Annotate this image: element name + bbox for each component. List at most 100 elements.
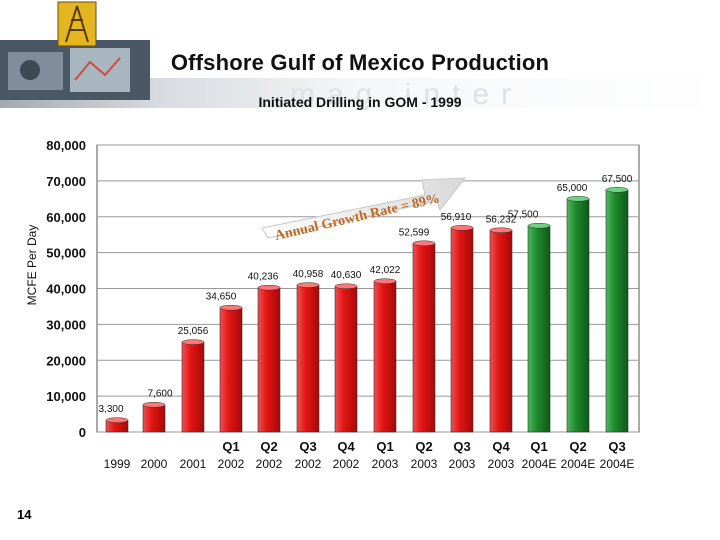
bars [105, 187, 629, 433]
data-label: 56,232 [486, 214, 517, 225]
bar-body [257, 287, 281, 433]
x-quarter-label: Q2 [260, 439, 277, 454]
data-label: 65,000 [557, 183, 588, 194]
x-year-label: 2004E [600, 457, 635, 471]
header-banner: mag inter [0, 1, 720, 111]
banner-photo [0, 40, 150, 100]
y-tick-label: 30,000 [46, 317, 86, 332]
bar-top [219, 304, 243, 311]
data-label: 40,958 [293, 269, 324, 280]
bar-top [566, 196, 590, 202]
bar [181, 339, 205, 433]
bar [489, 227, 513, 433]
bar-body [296, 284, 320, 433]
x-year-label: 2002 [218, 457, 245, 471]
data-label: 57,500 [508, 210, 539, 221]
bar-top [105, 417, 129, 423]
bar-top [296, 282, 320, 288]
bar-body [412, 243, 436, 433]
x-quarter-label: Q4 [492, 439, 510, 454]
bar [257, 284, 281, 433]
x-year-label: 2003 [488, 457, 515, 471]
data-label: 67,500 [602, 174, 633, 185]
data-labels: 3,300 7,600 25,056 34,650 40,236 40,958 40,630… [98, 174, 632, 415]
page-number: 14 [17, 507, 32, 522]
x-year-label: 2002 [333, 457, 360, 471]
x-year-label: 2002 [295, 457, 322, 471]
bar [412, 240, 436, 433]
bar-top [257, 284, 281, 291]
bar-top [334, 283, 358, 289]
x-year-label: 2003 [449, 457, 476, 471]
data-label: 34,650 [206, 292, 237, 303]
bar [142, 401, 166, 433]
y-tick-label: 20,000 [46, 353, 86, 368]
y-tick-label: 60,000 [46, 210, 86, 225]
data-label: 7,600 [147, 389, 172, 400]
bar-body [450, 227, 474, 433]
bar [373, 278, 397, 433]
x-year-label: 2003 [372, 457, 399, 471]
page-title: Offshore Gulf of Mexico Production [170, 50, 550, 75]
y-axis: 0 10,000 20,000 30,000 40,000 50,000 60,000 70,… [46, 138, 86, 440]
bar-body [373, 280, 397, 433]
bar-top [527, 222, 551, 229]
y-tick-label: 80,000 [46, 138, 86, 153]
y-axis-label: MCFE Per Day [25, 225, 39, 306]
x-quarter-label: Q4 [337, 439, 355, 454]
bar [527, 222, 551, 433]
data-label: 3,300 [98, 404, 123, 415]
x-year-label: 2000 [141, 457, 168, 471]
growth-rate-arrow [261, 177, 467, 239]
y-tick-label: 40,000 [46, 282, 86, 297]
company-logo [57, 1, 97, 47]
data-label: 40,236 [248, 272, 279, 283]
x-year-label: 2001 [180, 457, 207, 471]
y-tick-label: 10,000 [46, 389, 86, 404]
bar-body [489, 229, 513, 433]
bar-top [412, 240, 436, 247]
bar-top [181, 339, 205, 345]
bar-body [566, 198, 590, 433]
bar [105, 417, 129, 433]
banner-watermark: mag inter [290, 78, 523, 111]
bar [219, 304, 243, 433]
bar-top [373, 278, 397, 284]
data-label: 42,022 [370, 265, 401, 276]
bar-top [142, 401, 166, 408]
y-tick-label: 50,000 [46, 246, 86, 261]
x-year-label: 2003 [411, 457, 438, 471]
x-quarter-label: Q3 [608, 439, 625, 454]
x-axis: 1999 2000 2001 Q1 2002 Q2 2002 Q3 2002 Q4 2002 Q1 20… [104, 439, 635, 471]
page-subtitle: Initiated Drilling in GOM - 1999 [258, 94, 462, 110]
x-quarter-label: Q3 [453, 439, 470, 454]
bar-body [527, 225, 551, 433]
x-year-label: 2002 [256, 457, 283, 471]
bar-body [142, 404, 166, 433]
x-quarter-label: Q3 [299, 439, 316, 454]
x-quarter-label: Q2 [415, 439, 432, 454]
bar [605, 187, 629, 433]
bar-body [219, 307, 243, 433]
bar-body [181, 341, 205, 433]
y-tick-label: 70,000 [46, 174, 86, 189]
x-year-label: 2004E [522, 457, 557, 471]
x-quarter-label: Q2 [569, 439, 586, 454]
bar-body [605, 189, 629, 433]
x-quarter-label: Q1 [222, 439, 239, 454]
data-label: 52,599 [399, 227, 430, 238]
bar-top [450, 225, 474, 231]
x-year-label: 1999 [104, 457, 131, 471]
bar [450, 225, 474, 433]
x-year-label: 2004E [561, 457, 596, 471]
bar-top [605, 187, 629, 193]
data-label: 40,630 [331, 270, 362, 281]
bar [566, 196, 590, 433]
data-label: 56,910 [441, 212, 472, 223]
x-quarter-label: Q1 [530, 439, 547, 454]
data-label: 25,056 [178, 326, 209, 337]
bar [296, 282, 320, 433]
x-quarter-label: Q1 [376, 439, 393, 454]
bar-body [334, 285, 358, 433]
